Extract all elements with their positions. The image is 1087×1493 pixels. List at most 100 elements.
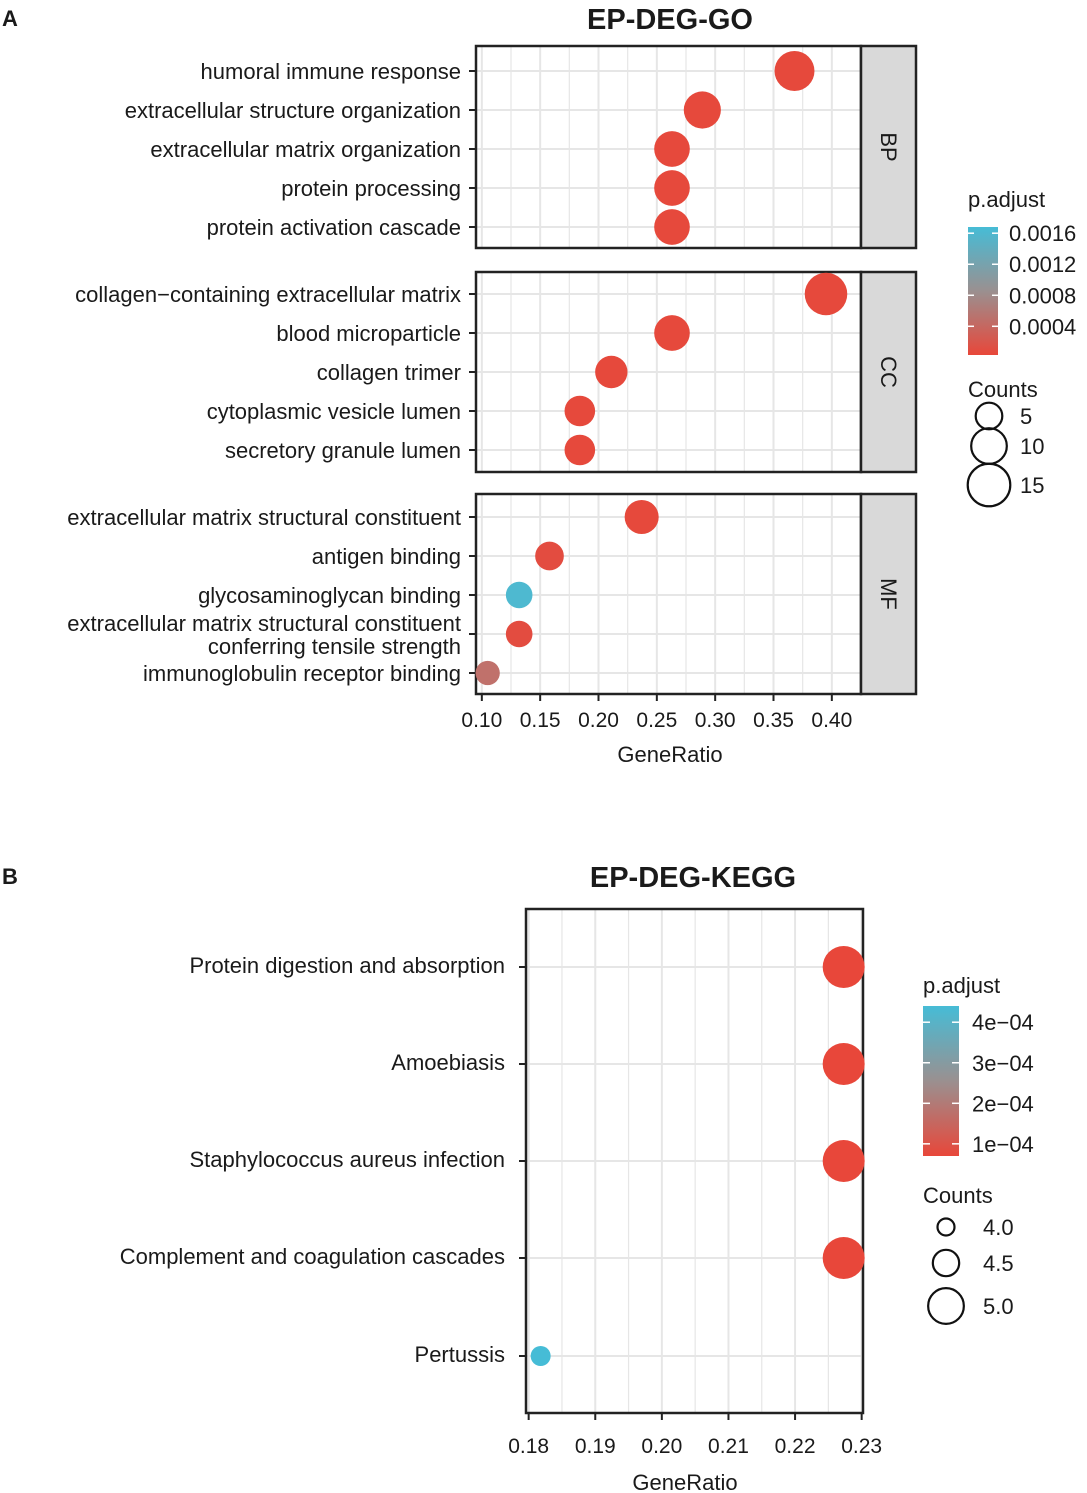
term-dot	[822, 1237, 865, 1279]
color-legend-label: 0.0012	[1009, 252, 1076, 277]
term-dot	[822, 946, 865, 988]
facet-strip-label: CC	[876, 356, 901, 388]
term-label: antigen binding	[312, 544, 461, 569]
term-label: Complement and coagulation cascades	[120, 1244, 505, 1269]
facet-mf: MF extracellular matrix structural consti…	[67, 492, 918, 696]
term-dot	[822, 1140, 865, 1182]
x-tick-label: 0.25	[636, 709, 677, 732]
term-dot	[774, 51, 815, 91]
size-legend-label: 4.5	[983, 1251, 1014, 1276]
term-label: collagen−containing extracellular matrix	[75, 282, 461, 307]
panel-b-size-legend-title: Counts	[923, 1183, 993, 1208]
size-legend-label: 4.0	[983, 1215, 1014, 1240]
term-dot	[530, 1346, 551, 1366]
panel-b-x-axis-label: GeneRatio	[632, 1470, 737, 1493]
term-label: Protein digestion and absorption	[189, 953, 505, 978]
x-tick-label: 0.20	[641, 1435, 682, 1458]
color-legend-label: 2e−04	[972, 1091, 1034, 1116]
panel-b-color-legend: 4e−04 3e−04 2e−04 1e−04	[923, 1010, 1034, 1157]
panel-a-size-legend-title: Counts	[968, 377, 1038, 402]
term-label: secretory granule lumen	[225, 438, 461, 463]
term-label: cytoplasmic vesicle lumen	[207, 399, 461, 424]
size-legend-label: 10	[1020, 434, 1044, 459]
panel-a-title: EP-DEG-GO	[587, 4, 753, 36]
term-dot	[505, 620, 533, 648]
term-label: conferring tensile strength	[208, 634, 461, 659]
facet-strip	[859, 270, 918, 474]
panel-b-title: EP-DEG-KEGG	[590, 862, 796, 894]
facet-strip-label: BP	[876, 132, 901, 161]
color-legend-label: 1e−04	[972, 1132, 1034, 1157]
panel-b-color-legend-title: p.adjust	[923, 973, 1000, 998]
term-dot	[475, 660, 500, 686]
panel-a-plot: BP humoral immune response extracellular s…	[67, 44, 918, 732]
facet-bp: BP humoral immune response extracellular s…	[125, 44, 918, 250]
term-label: Staphylococcus aureus infection	[189, 1147, 505, 1172]
term-label: extracellular matrix structural constitu…	[67, 505, 461, 530]
color-legend-label: 0.0004	[1009, 314, 1076, 339]
term-dot	[804, 272, 848, 316]
facet-cc: CC collagen−containing extracellular matr…	[75, 270, 918, 474]
term-label: Amoebiasis	[391, 1050, 505, 1075]
term-label: collagen trimer	[317, 360, 461, 385]
x-tick-label: 0.20	[578, 709, 619, 732]
term-dot	[654, 209, 690, 245]
term-dot	[564, 434, 596, 466]
x-tick-label: 0.40	[811, 709, 852, 732]
facet-strip	[859, 492, 918, 696]
term-label: humoral immune response	[201, 59, 461, 84]
term-dot	[535, 541, 564, 571]
color-legend-label: 4e−04	[972, 1010, 1034, 1035]
term-label: protein processing	[281, 176, 461, 201]
size-legend-label: 5.0	[983, 1294, 1014, 1319]
size-legend-circle	[974, 401, 1004, 431]
x-tick-label: 0.21	[708, 1435, 749, 1458]
size-legend-label: 15	[1020, 473, 1044, 498]
x-tick-label: 0.23	[841, 1435, 882, 1458]
x-tick-label: 0.15	[520, 709, 561, 732]
term-label: blood microparticle	[276, 321, 461, 346]
panel-a-color-legend-title: p.adjust	[968, 187, 1045, 212]
x-tick-label: 0.22	[775, 1435, 816, 1458]
x-tick-label: 0.30	[695, 709, 736, 732]
size-legend-circle	[936, 1217, 956, 1237]
term-dot	[683, 91, 721, 129]
term-dot	[624, 499, 659, 535]
term-label: glycosaminoglycan binding	[198, 583, 461, 608]
term-label: extracellular matrix organization	[150, 137, 461, 162]
term-dot	[654, 315, 690, 351]
size-legend-circle	[970, 427, 1008, 465]
x-tick-label: 0.19	[575, 1435, 616, 1458]
panel-b-letter: B	[2, 864, 18, 889]
term-label: protein activation cascade	[207, 215, 461, 240]
facet-strip-label: MF	[876, 578, 901, 610]
x-tick-label: 0.35	[753, 709, 794, 732]
color-legend-label: 0.0008	[1009, 283, 1076, 308]
term-label: immunoglobulin receptor binding	[143, 661, 461, 686]
term-dot	[822, 1043, 865, 1085]
term-dot	[505, 581, 533, 609]
panel-a-letter: A	[2, 6, 18, 31]
color-legend-label: 3e−04	[972, 1051, 1034, 1076]
size-legend-label: 5	[1020, 404, 1032, 429]
size-legend-circle	[966, 462, 1012, 508]
size-legend-circle	[927, 1287, 965, 1325]
panel-b-size-legend: 4.0 4.5 5.0	[927, 1215, 1014, 1325]
term-label: Pertussis	[415, 1342, 505, 1367]
term-dot	[564, 395, 596, 427]
term-dot	[595, 355, 628, 389]
term-dot	[654, 170, 690, 206]
color-legend-label: 0.0016	[1009, 221, 1076, 246]
size-legend-circle	[931, 1248, 961, 1278]
term-dot	[654, 131, 690, 167]
facet-strip	[859, 44, 918, 250]
term-label: extracellular structure organization	[125, 98, 461, 123]
panel-a-size-legend: 5 10 15	[966, 401, 1044, 508]
panel-b-plot: Protein digestion and absorption Amoebias…	[120, 907, 882, 1458]
x-tick-label: 0.18	[508, 1435, 549, 1458]
x-tick-label: 0.10	[461, 709, 502, 732]
term-label: extracellular matrix structural constitu…	[67, 611, 461, 636]
panel-a-color-bar	[968, 227, 998, 355]
panel-a-color-legend: 0.0016 0.0012 0.0008 0.0004	[968, 221, 1076, 339]
